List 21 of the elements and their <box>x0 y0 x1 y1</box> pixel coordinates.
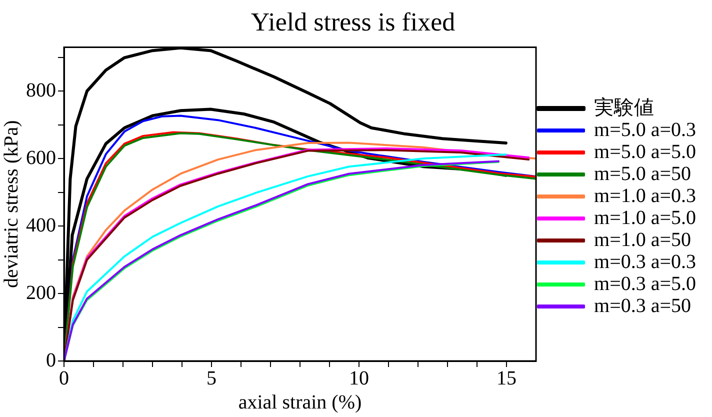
y-tick-label: 600 <box>26 146 56 169</box>
x-tick-label: 5 <box>206 367 216 390</box>
x-tick-label: 10 <box>349 367 370 390</box>
legend-label: m=0.3 a=50 <box>594 294 692 317</box>
legend-label: m=1.0 a=0.3 <box>594 184 696 207</box>
legend-label: m=1.0 a=5.0 <box>594 206 696 229</box>
y-tick-label: 200 <box>26 282 56 304</box>
legend-label: m=1.0 a=50 <box>594 228 692 251</box>
legend-label: m=5.0 a=0.3 <box>594 118 696 141</box>
y-axis-title: deviatric stress (kPa) <box>0 120 22 288</box>
legend-label: m=5.0 a=5.0 <box>594 140 696 163</box>
x-tick-label: 15 <box>496 367 517 390</box>
x-axis-title: axial strain (%) <box>238 391 362 414</box>
legend-label: m=0.3 a=5.0 <box>594 272 696 295</box>
y-tick-label: 400 <box>26 214 56 236</box>
legend-label: m=5.0 a=50 <box>594 162 692 185</box>
chart-title: Yield stress is fixed <box>250 7 456 36</box>
legend-label: m=0.3 a=0.3 <box>594 250 696 273</box>
y-tick-label: 800 <box>26 79 56 102</box>
y-tick-label: 0 <box>46 349 56 372</box>
legend-label: 実験値 <box>594 96 654 119</box>
